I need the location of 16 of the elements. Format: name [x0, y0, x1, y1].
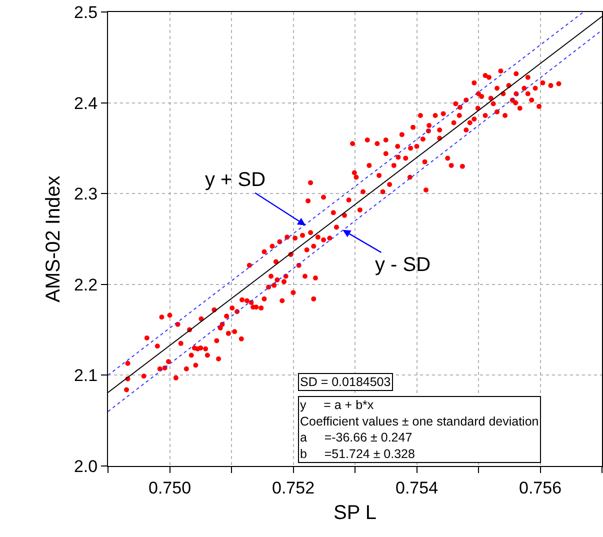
y-tick-label: 2.1 [74, 366, 98, 386]
y-tick-label: 2.0 [74, 456, 98, 476]
x-tick-label: 0.750 [148, 478, 192, 498]
annotation: y = a + b*x Coefficient values ± one standard deviation a =-36.66 ± 0.247 b =51.724 ± 0.328 [300, 398, 539, 461]
x-axis-title: SP L [334, 502, 376, 524]
x-tick-label: 0.752 [272, 478, 315, 498]
y-axis-title: AMS-02 Index [42, 176, 64, 302]
annotation: SD = 0.0184503 [300, 375, 391, 389]
x-tick-label: 0.754 [395, 478, 438, 498]
y-tick-label: 2.3 [74, 184, 98, 204]
y-tick-label: 2.5 [74, 2, 98, 22]
annotation: y + SD [205, 169, 266, 191]
y-tick-label: 2.2 [74, 275, 98, 294]
y-tick-label: 2.4 [74, 94, 98, 113]
x-tick-label: 0.756 [518, 478, 562, 498]
annotation: y - SD [375, 254, 431, 276]
